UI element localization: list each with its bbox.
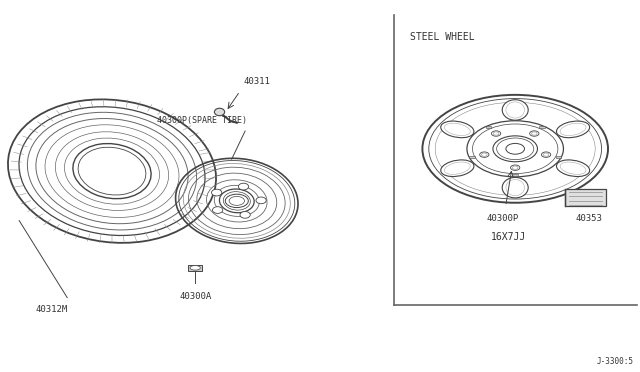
Ellipse shape — [556, 121, 589, 138]
Ellipse shape — [502, 100, 528, 120]
Bar — [513, 174, 518, 176]
Ellipse shape — [212, 207, 223, 214]
Text: 40311: 40311 — [243, 77, 270, 86]
Ellipse shape — [238, 183, 248, 190]
Ellipse shape — [214, 108, 225, 116]
Circle shape — [541, 152, 551, 157]
Ellipse shape — [256, 197, 266, 204]
Text: 40300P: 40300P — [486, 214, 518, 223]
Text: 16X7JJ: 16X7JJ — [491, 232, 527, 243]
Bar — [539, 126, 545, 128]
Ellipse shape — [441, 160, 474, 177]
Text: 40312M: 40312M — [35, 305, 67, 314]
Bar — [469, 156, 475, 158]
Text: STEEL WHEEL: STEEL WHEEL — [410, 32, 474, 42]
Text: 40300P(SPARE TIRE): 40300P(SPARE TIRE) — [157, 116, 247, 125]
Text: 40353: 40353 — [575, 214, 602, 223]
Circle shape — [479, 152, 489, 157]
Text: J-3300:5: J-3300:5 — [596, 357, 634, 366]
Ellipse shape — [211, 189, 221, 196]
Ellipse shape — [190, 266, 200, 270]
Circle shape — [530, 131, 539, 136]
Text: 40300A: 40300A — [179, 292, 211, 301]
Ellipse shape — [225, 194, 248, 208]
Bar — [486, 126, 492, 128]
Ellipse shape — [240, 212, 250, 218]
FancyBboxPatch shape — [565, 189, 606, 206]
Ellipse shape — [441, 121, 474, 138]
Ellipse shape — [556, 160, 589, 177]
FancyBboxPatch shape — [188, 265, 202, 271]
Circle shape — [492, 131, 500, 136]
Circle shape — [511, 165, 520, 170]
Bar — [556, 156, 561, 158]
Ellipse shape — [502, 177, 528, 198]
